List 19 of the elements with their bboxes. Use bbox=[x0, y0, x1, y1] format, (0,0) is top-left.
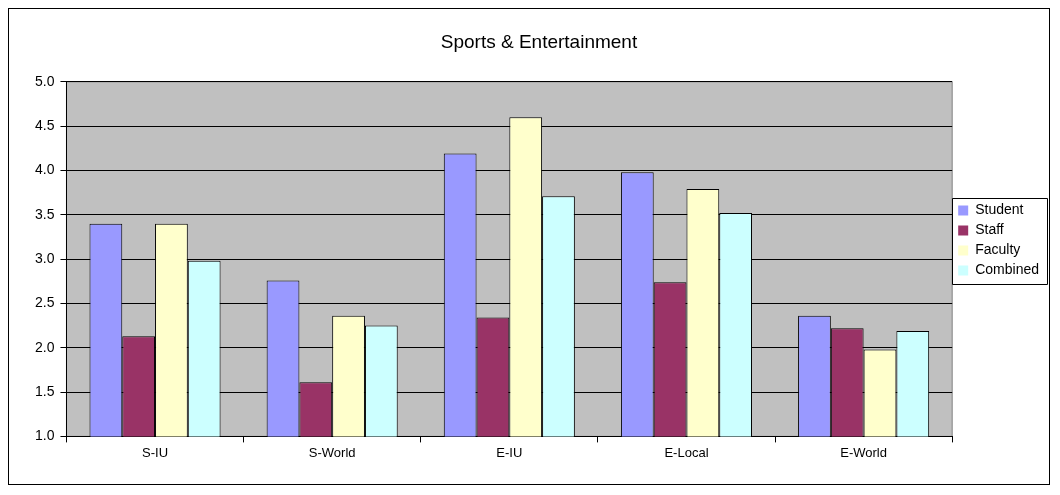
y-tick-label: 3.0 bbox=[34, 249, 55, 266]
y-tick-label: 5.0 bbox=[34, 72, 55, 89]
legend-label: Student bbox=[975, 201, 1024, 218]
y-tick-label: 1.5 bbox=[34, 382, 55, 399]
y-tick-label: 1.0 bbox=[34, 427, 55, 444]
x-tick-label: S-IU bbox=[142, 444, 169, 460]
x-tick-label: S-World bbox=[308, 444, 356, 460]
x-tick-label: E-World bbox=[840, 444, 887, 460]
y-tick-label: 3.5 bbox=[34, 205, 55, 222]
x-tick-label: E-Local bbox=[664, 444, 709, 460]
y-tick-label: 4.0 bbox=[34, 161, 55, 178]
y-tick-label: 4.5 bbox=[34, 116, 55, 133]
legend-label: Combined bbox=[975, 261, 1040, 278]
legend-label: Staff bbox=[975, 221, 1004, 238]
y-tick-label: 2.0 bbox=[34, 338, 55, 355]
x-tick-label: E-IU bbox=[496, 444, 523, 460]
y-tick-label: 2.5 bbox=[34, 294, 55, 311]
legend-label: Faculty bbox=[975, 241, 1021, 258]
chart-title: Sports & Entertainment bbox=[440, 30, 638, 52]
